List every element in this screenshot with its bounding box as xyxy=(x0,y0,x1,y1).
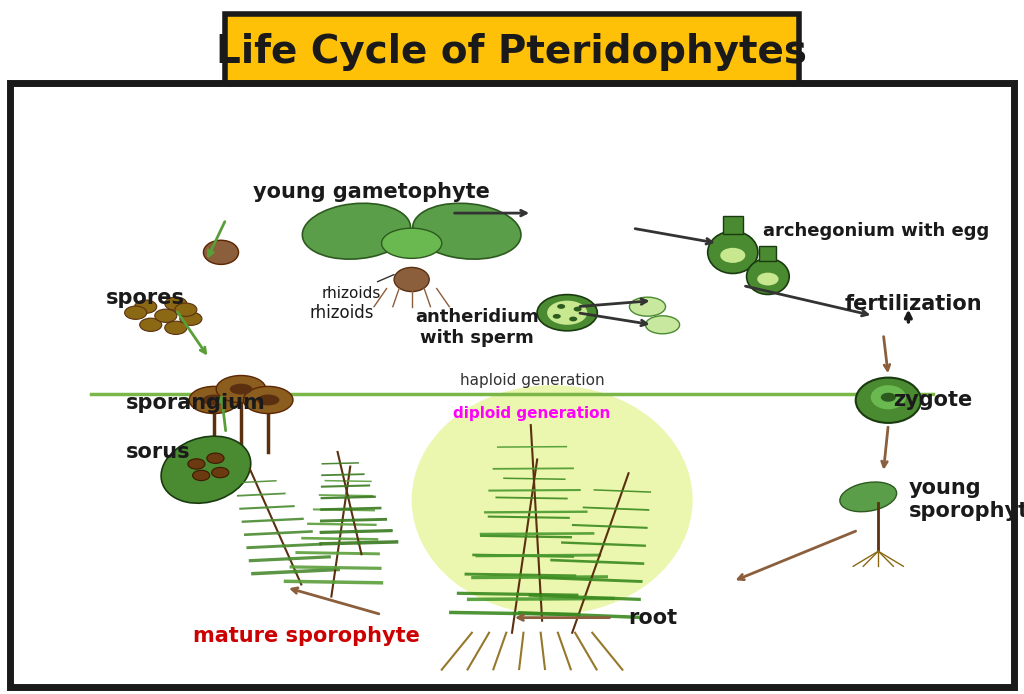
Text: archegonium with egg: archegonium with egg xyxy=(763,222,989,240)
Ellipse shape xyxy=(573,307,582,312)
Text: antheridium
with sperm: antheridium with sperm xyxy=(415,308,539,347)
Ellipse shape xyxy=(856,378,921,423)
Text: zygote: zygote xyxy=(893,390,973,410)
Ellipse shape xyxy=(189,387,239,414)
Ellipse shape xyxy=(413,203,521,259)
Ellipse shape xyxy=(553,314,561,319)
Ellipse shape xyxy=(557,304,565,309)
Ellipse shape xyxy=(870,385,906,409)
Ellipse shape xyxy=(212,467,228,477)
Text: fertilization: fertilization xyxy=(845,294,982,314)
Ellipse shape xyxy=(547,301,588,325)
Ellipse shape xyxy=(216,375,266,403)
Text: diploid generation: diploid generation xyxy=(454,406,610,421)
FancyBboxPatch shape xyxy=(225,14,799,90)
Ellipse shape xyxy=(175,303,197,316)
Ellipse shape xyxy=(229,384,252,394)
Ellipse shape xyxy=(180,312,202,325)
Ellipse shape xyxy=(757,273,778,285)
Text: spores: spores xyxy=(106,287,185,307)
Ellipse shape xyxy=(630,297,666,316)
Ellipse shape xyxy=(569,316,578,321)
Ellipse shape xyxy=(193,471,210,481)
Ellipse shape xyxy=(382,228,441,258)
Text: Life Cycle of Pteridophytes: Life Cycle of Pteridophytes xyxy=(216,33,808,71)
Text: mature sporophyte: mature sporophyte xyxy=(193,626,420,645)
Ellipse shape xyxy=(394,267,429,291)
Ellipse shape xyxy=(203,394,225,405)
Ellipse shape xyxy=(187,459,205,469)
Ellipse shape xyxy=(302,203,411,259)
Ellipse shape xyxy=(155,309,177,323)
Ellipse shape xyxy=(135,300,157,313)
FancyBboxPatch shape xyxy=(10,83,1014,687)
Ellipse shape xyxy=(125,306,146,319)
Ellipse shape xyxy=(165,321,186,335)
Text: root: root xyxy=(628,608,677,627)
Ellipse shape xyxy=(139,318,162,332)
Text: sporangium: sporangium xyxy=(126,393,265,414)
Ellipse shape xyxy=(412,385,692,615)
Text: young gametophyte: young gametophyte xyxy=(253,182,489,202)
Ellipse shape xyxy=(746,259,790,294)
Ellipse shape xyxy=(161,436,251,503)
Text: sorus: sorus xyxy=(126,441,190,462)
Ellipse shape xyxy=(840,482,897,511)
Text: rhizoids: rhizoids xyxy=(309,304,374,322)
Ellipse shape xyxy=(207,453,224,464)
Text: haploid generation: haploid generation xyxy=(460,373,604,388)
FancyBboxPatch shape xyxy=(760,246,776,261)
Ellipse shape xyxy=(708,231,758,273)
Ellipse shape xyxy=(244,387,293,414)
Ellipse shape xyxy=(204,240,239,264)
Text: rhizoids: rhizoids xyxy=(322,275,394,301)
Ellipse shape xyxy=(257,394,280,405)
Ellipse shape xyxy=(645,316,680,334)
FancyBboxPatch shape xyxy=(723,216,742,235)
Text: young
sporophyte: young sporophyte xyxy=(908,478,1024,521)
Ellipse shape xyxy=(881,393,896,402)
Ellipse shape xyxy=(538,295,597,331)
Ellipse shape xyxy=(165,297,186,310)
Ellipse shape xyxy=(720,248,745,263)
